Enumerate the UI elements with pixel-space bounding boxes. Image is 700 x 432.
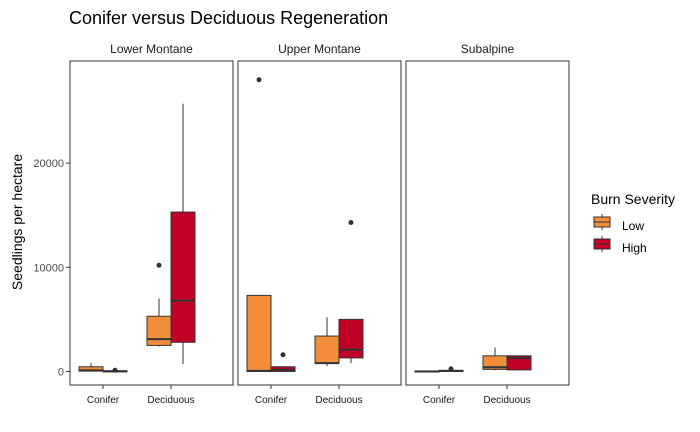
panel-label: Subalpine — [461, 42, 515, 56]
y-tick-label: 0 — [58, 366, 64, 378]
outlier-point — [348, 219, 354, 225]
box-deciduous-high — [338, 219, 364, 364]
panel-lower-montane: Lower Montane Conifer Deciduous — [69, 42, 234, 406]
panel-frame — [405, 60, 570, 386]
x-tick-label-deciduous: Deciduous — [147, 395, 194, 406]
box-conifer-high — [270, 352, 296, 372]
box-iqr — [246, 294, 272, 372]
legend-title: Burn Severity — [591, 191, 675, 207]
box-deciduous-low — [482, 347, 508, 371]
box-conifer-low — [246, 77, 272, 372]
box-iqr — [170, 211, 196, 343]
y-axis: 0 10000 20000 — [33, 158, 70, 378]
x-tick-label-conifer: Conifer — [87, 395, 120, 406]
box-iqr — [314, 335, 340, 364]
box-iqr — [338, 318, 364, 359]
panel-subalpine: Subalpine Conifer Deciduous — [405, 42, 570, 406]
box-conifer-low — [78, 363, 104, 372]
box-conifer-low — [414, 370, 440, 373]
x-tick-label-conifer: Conifer — [255, 395, 288, 406]
x-tick-label-conifer: Conifer — [423, 395, 456, 406]
legend-label-high: High — [622, 241, 647, 255]
panel-upper-montane: Upper Montane Conifer Deciduous — [237, 42, 402, 406]
outlier-point — [448, 366, 454, 372]
legend-label-low: Low — [622, 219, 644, 233]
legend-key-high — [593, 236, 611, 252]
legend-entry-high: High — [593, 236, 647, 255]
chart-title: Conifer versus Deciduous Regeneration — [69, 8, 388, 28]
box-conifer-high — [102, 367, 128, 373]
box-deciduous-high — [170, 103, 196, 365]
legend: Burn Severity Low High — [591, 191, 675, 255]
legend-entry-low: Low — [593, 214, 644, 233]
y-tick-label: 20000 — [33, 158, 64, 170]
outlier-point — [112, 367, 118, 373]
y-tick-label: 10000 — [33, 262, 64, 274]
x-tick-label-deciduous: Deciduous — [483, 395, 530, 406]
box-deciduous-high — [506, 355, 532, 371]
box-iqr — [146, 315, 172, 346]
outlier-point — [256, 77, 262, 83]
box-deciduous-low — [146, 262, 172, 347]
panel-label: Lower Montane — [110, 42, 193, 56]
y-axis-label: Seedlings per hectare — [9, 154, 25, 290]
legend-key-low — [593, 214, 611, 230]
panel-label: Upper Montane — [278, 42, 361, 56]
outlier-point — [156, 262, 162, 268]
x-tick-label-deciduous: Deciduous — [315, 395, 362, 406]
box-iqr — [506, 355, 532, 371]
outlier-point — [280, 352, 286, 358]
box-conifer-high — [438, 366, 464, 372]
